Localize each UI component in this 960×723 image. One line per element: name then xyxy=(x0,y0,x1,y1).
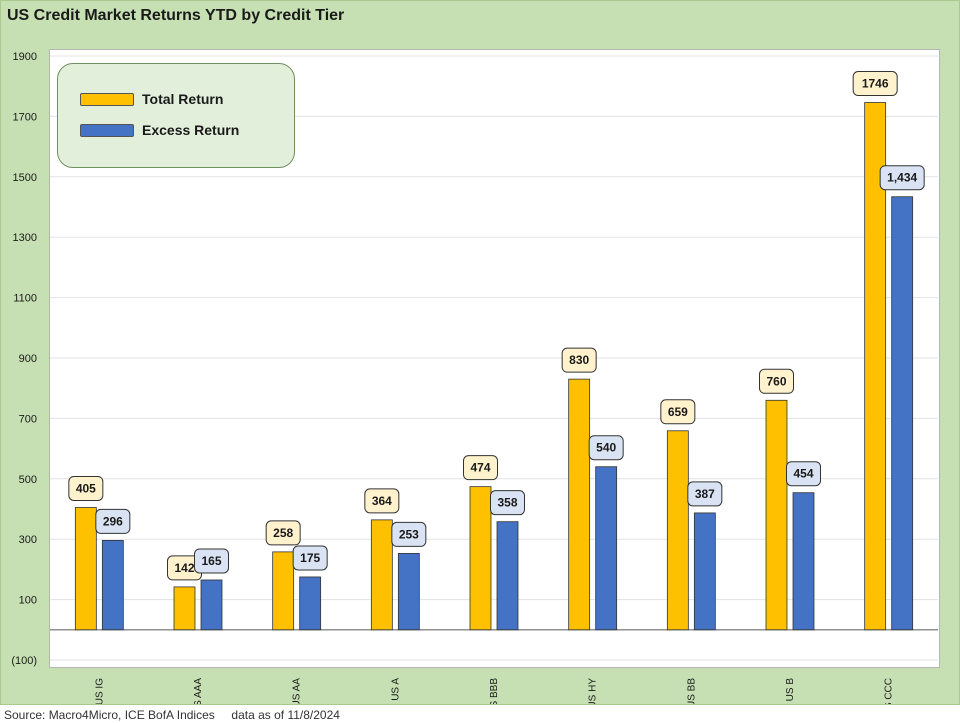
data-label: 364 xyxy=(372,494,392,508)
data-label: 296 xyxy=(103,514,123,528)
legend-item-excess: Excess Return xyxy=(80,122,239,138)
bar-total-return xyxy=(666,430,689,631)
y-tick-label: 500 xyxy=(19,474,37,486)
bar-excess-return xyxy=(792,492,815,631)
bar-excess-return xyxy=(693,512,716,631)
legend-label-total: Total Return xyxy=(142,91,224,107)
data-label-box xyxy=(265,520,301,546)
chart-frame: US Credit Market Returns YTD by Credit T… xyxy=(0,0,960,705)
x-tick-label: US BBB xyxy=(489,678,500,704)
bar-total-return xyxy=(765,399,788,631)
data-label-box xyxy=(364,488,400,514)
x-tick-label: US A xyxy=(390,678,401,701)
bar-total-return xyxy=(568,378,591,631)
data-label: 454 xyxy=(793,467,813,481)
bar-excess-return xyxy=(397,552,420,631)
data-label-box xyxy=(490,490,525,516)
y-tick-label: 100 xyxy=(19,595,37,607)
y-tick-label: 300 xyxy=(19,534,37,546)
data-label: 405 xyxy=(76,481,96,495)
bar-excess-return xyxy=(891,196,914,631)
bar-total-return xyxy=(864,102,887,631)
y-tick-label: 1900 xyxy=(13,51,37,63)
data-label-box xyxy=(879,165,925,191)
y-tick-label: 1100 xyxy=(13,293,37,305)
x-tick-label: US HY xyxy=(588,678,599,704)
data-label-box xyxy=(660,399,696,425)
data-label-box xyxy=(292,545,328,571)
source-note: Source: Macro4Micro, ICE BofA Indices da… xyxy=(4,708,340,722)
data-label: 175 xyxy=(300,551,320,565)
data-label: 253 xyxy=(399,527,419,541)
y-tick-label: 1700 xyxy=(13,111,37,123)
data-label: 1746 xyxy=(862,77,889,91)
data-label: 387 xyxy=(695,487,715,501)
y-tick-label: 900 xyxy=(19,353,37,365)
chart-title: US Credit Market Returns YTD by Credit T… xyxy=(7,7,345,24)
bar-total-return xyxy=(173,586,196,631)
data-label-box xyxy=(561,347,597,373)
data-label: 1,434 xyxy=(887,171,917,185)
data-label-box xyxy=(194,548,229,574)
x-tick-label: US BB xyxy=(686,678,697,704)
bar-total-return xyxy=(469,486,492,631)
data-label-box xyxy=(687,481,723,507)
bar-total-return xyxy=(370,519,393,631)
legend-item-total: Total Return xyxy=(80,91,223,107)
data-label: 165 xyxy=(201,554,221,568)
data-label-box xyxy=(588,435,624,461)
x-tick-label: US B xyxy=(785,678,796,702)
data-label-box xyxy=(852,71,898,97)
bar-excess-return xyxy=(299,576,322,631)
y-tick-label: 1500 xyxy=(13,172,37,184)
data-label-box xyxy=(95,508,131,534)
bar-total-return xyxy=(74,507,97,631)
legend-swatch-excess xyxy=(80,123,134,137)
x-tick-label: US AAA xyxy=(193,678,204,704)
data-label: 760 xyxy=(766,374,786,388)
data-label-box xyxy=(391,521,427,547)
bar-chart: (100) 100 300 500 700 900 1100 1300 1500 1700 1900… xyxy=(11,51,938,704)
data-label: 830 xyxy=(569,353,589,367)
legend: Total Return Excess Return xyxy=(57,63,295,168)
data-label-box xyxy=(759,368,794,394)
data-label-box xyxy=(68,475,104,501)
x-tick-label: US AA xyxy=(292,678,303,704)
bar-excess-return xyxy=(200,579,223,631)
data-label-box xyxy=(786,461,821,487)
bar-excess-return xyxy=(101,540,124,631)
data-label: 540 xyxy=(596,441,616,455)
legend-label-excess: Excess Return xyxy=(142,122,240,138)
y-tick-label: 700 xyxy=(19,413,37,425)
data-label: 142 xyxy=(174,561,194,575)
data-label: 474 xyxy=(470,461,490,475)
y-tick-label: 1300 xyxy=(13,232,37,244)
x-tick-label: US CCC xyxy=(884,678,895,704)
bar-excess-return xyxy=(496,521,519,631)
x-tick-label: US IG xyxy=(94,678,105,704)
y-tick-label: (100) xyxy=(11,655,37,667)
bar-total-return xyxy=(272,551,295,631)
legend-swatch-total xyxy=(80,92,134,106)
data-label: 358 xyxy=(497,496,517,510)
data-label: 659 xyxy=(668,405,688,419)
bar-excess-return xyxy=(595,466,618,631)
data-label-box xyxy=(463,455,498,481)
data-label: 258 xyxy=(273,526,293,540)
